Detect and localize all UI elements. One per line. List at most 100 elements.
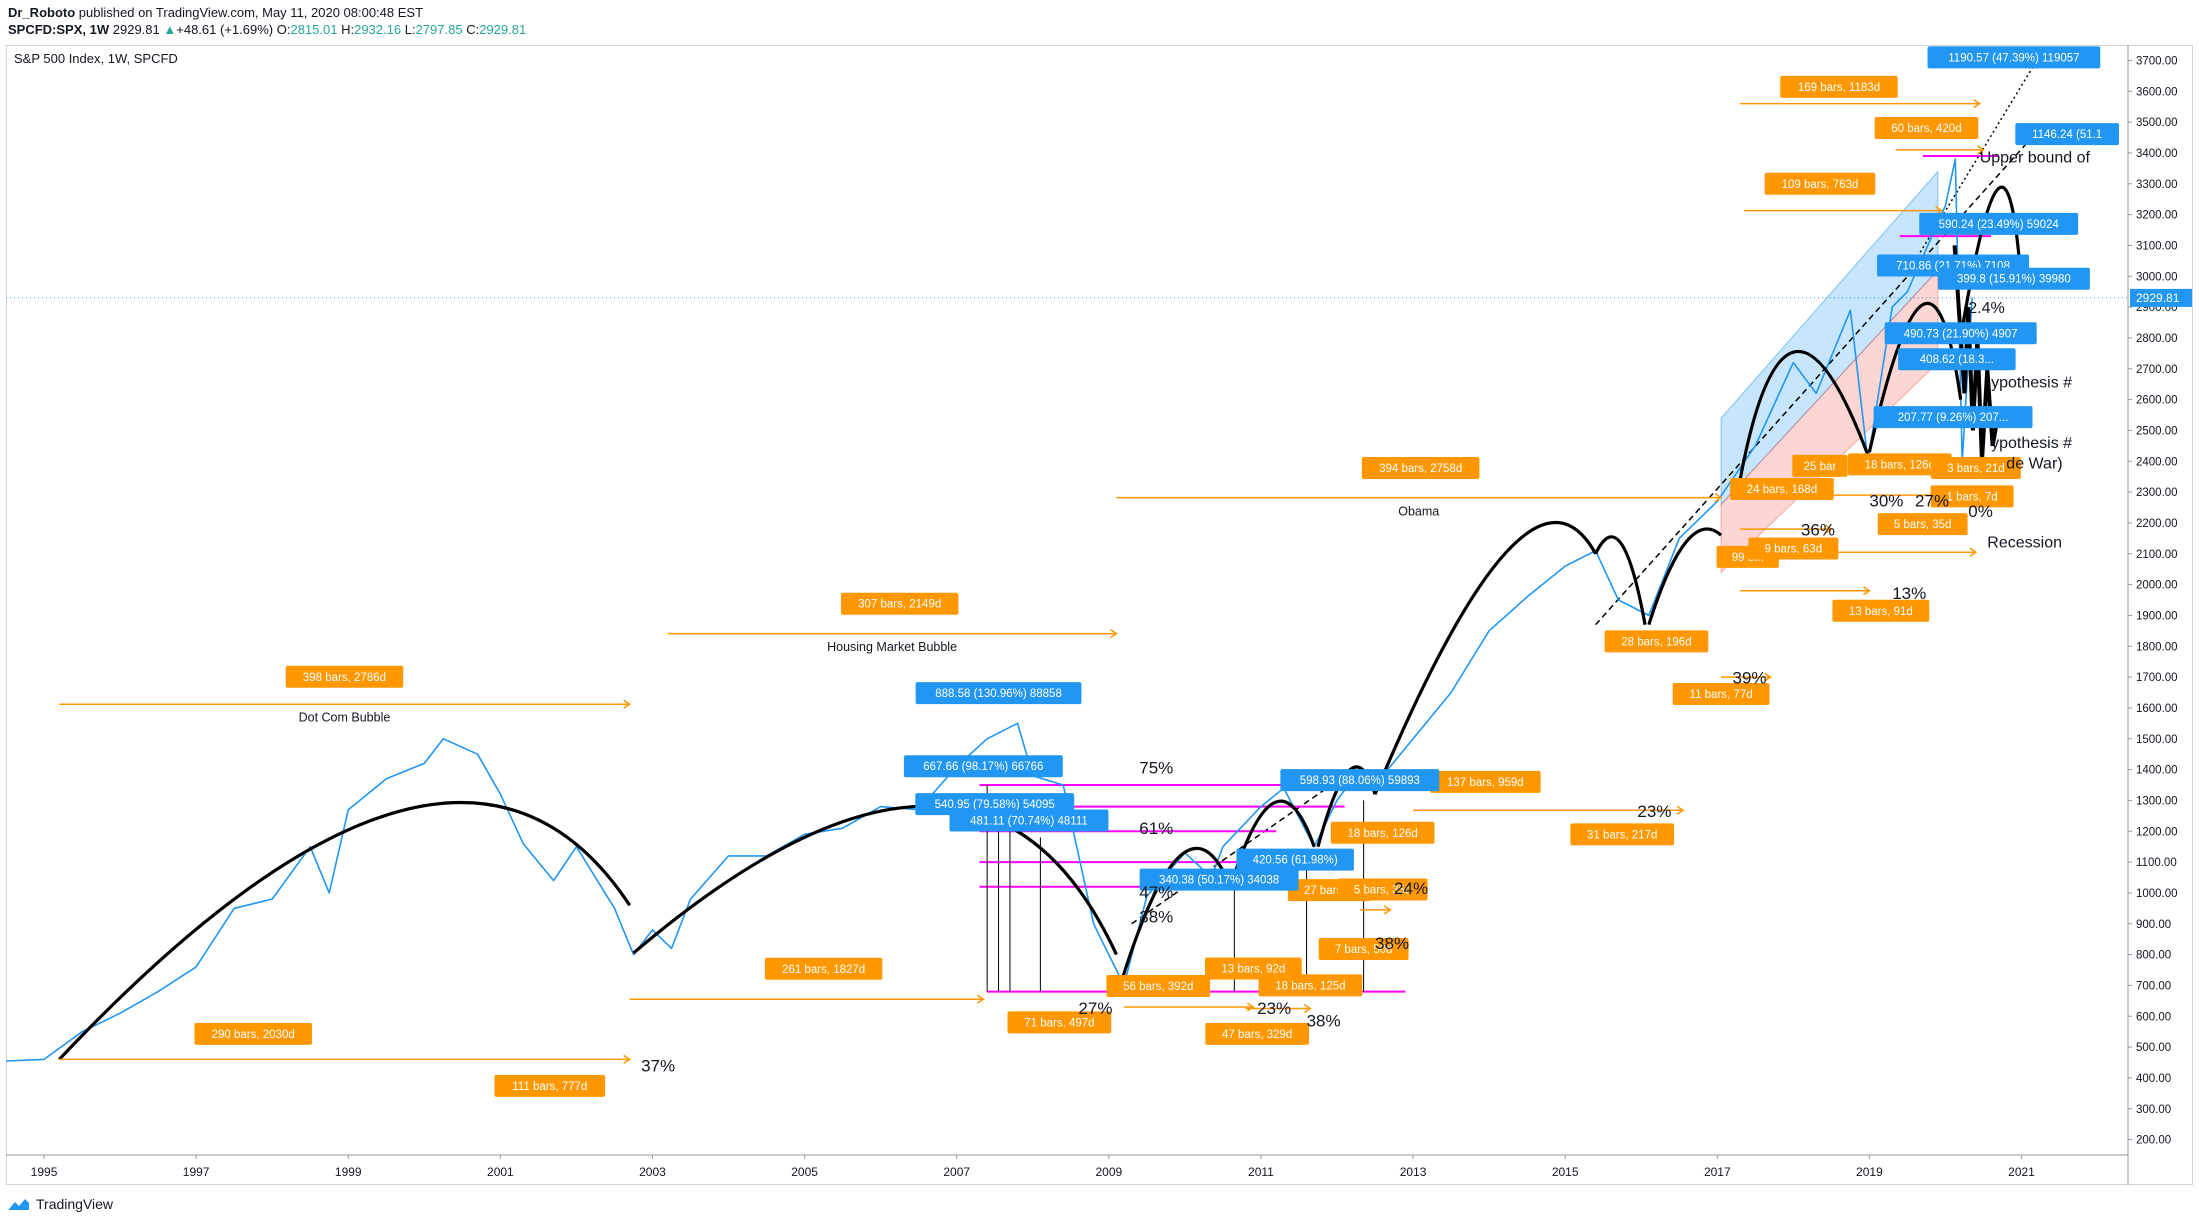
time-tick-label: 2021 <box>2008 1165 2035 1179</box>
orange-measure-arrow <box>667 628 1118 639</box>
price-tick-label: 2000.00 <box>2136 580 2178 592</box>
price-tick-label: 1800.00 <box>2136 641 2178 653</box>
bars-label: 290 bars, 2030d <box>194 1022 312 1045</box>
percent-label: 38% <box>1139 907 1173 926</box>
orange-measure-arrow <box>1359 905 1392 915</box>
percent-label: 75% <box>1139 759 1173 778</box>
price-tick-label: 300.00 <box>2136 1104 2171 1116</box>
price-tick-label: 2400.00 <box>2136 456 2178 468</box>
publish-info: published on TradingView.com, May 11, 20… <box>78 5 424 20</box>
price-tick-label: 1900.00 <box>2136 610 2178 622</box>
price-tick-label: 3200.00 <box>2136 210 2178 222</box>
percent-label: 27% <box>1078 999 1112 1018</box>
price-tick-label: 1500.00 <box>2136 734 2178 746</box>
range-label-text: 420.56 (61.98%) <box>1253 855 1338 867</box>
range-label: 1146.24 (51.1 <box>2015 123 2120 146</box>
chart-area[interactable]: S&P 500 Index, 1W, SPCFD 200.00 300.00 400.… <box>5 45 2193 1185</box>
range-label-text: 207.77 (9.26%) 207... <box>1898 412 2009 424</box>
bars-label-text: 71 bars, 497d <box>1024 1017 1094 1029</box>
cycle-arc <box>1594 535 1647 625</box>
orange-measure-arrow <box>1721 672 1772 682</box>
bars-label-text: 1 bars, 7d <box>1947 491 1998 503</box>
cycle-arc <box>1647 527 1723 626</box>
annotation-text: Recession <box>1987 534 2062 551</box>
price-tick-label: 3600.00 <box>2136 86 2178 98</box>
bars-label: 261 bars, 1827d <box>764 957 883 980</box>
price-tick-label: 2100.00 <box>2136 549 2178 561</box>
ohlc-open: 2815.01 <box>290 22 338 37</box>
range-label-text: 490.73 (21.90%) 4907 <box>1904 328 2018 340</box>
tradingview-logo-icon <box>9 1199 29 1210</box>
orange-measure-arrow <box>1116 493 1723 503</box>
footer: TradingView <box>8 1196 113 1212</box>
sp500-price-line <box>5 158 1973 1062</box>
annotation-text: de War) <box>2006 455 2062 472</box>
bars-label: 60 bars, 420d <box>1874 116 1979 139</box>
ohlc-low-label: L: <box>404 22 416 37</box>
chart-title: S&P 500 Index, 1W, SPCFD <box>14 51 178 66</box>
publish-line: Dr_Roboto published on TradingView.com, … <box>8 4 526 21</box>
bars-label: 11 bars, 77d <box>1672 683 1770 706</box>
bars-label: 18 bars, 126d <box>1330 821 1435 844</box>
time-tick-label: 2007 <box>943 1165 970 1179</box>
price-tick-label: 2800.00 <box>2136 333 2178 345</box>
cycle-arc-dotcom <box>58 800 632 1061</box>
bars-label: 9 bars, 63d <box>1748 537 1839 560</box>
footer-brand[interactable]: TradingView <box>36 1196 114 1212</box>
price-tick-label: 3700.00 <box>2136 55 2178 67</box>
bars-label-text: 31 bars, 217d <box>1587 829 1657 841</box>
trend-line-dashed <box>1131 775 1346 925</box>
price-tick-label: 500.00 <box>2136 1042 2171 1054</box>
price-tick-label: 1000.00 <box>2136 888 2178 900</box>
bars-label: 71 bars, 497d <box>1007 1011 1112 1034</box>
orange-measure-arrow <box>1413 805 1685 815</box>
price-chart[interactable]: S&P 500 Index, 1W, SPCFD 200.00 300.00 400.… <box>5 45 2193 1185</box>
bars-label-text: 18 bars, 126d <box>1347 828 1417 840</box>
price-tick-label: 900.00 <box>2136 919 2171 931</box>
time-tick-label: 2015 <box>1552 1165 1579 1179</box>
time-tick-label: 2009 <box>1095 1165 1122 1179</box>
bars-label: 111 bars, 777d <box>494 1074 606 1097</box>
ohlc-high-label: H: <box>341 22 355 37</box>
percent-label: 27% <box>1915 492 1949 511</box>
author-name[interactable]: Dr_Roboto <box>8 5 76 20</box>
bars-label: 13 bars, 92d <box>1204 957 1302 980</box>
range-label-text: 598.93 (88.06%) 59893 <box>1300 775 1420 787</box>
range-label-text: 540.95 (79.58%) 54095 <box>935 799 1055 811</box>
price-tick-label: 2300.00 <box>2136 487 2178 499</box>
price-tick-label: 2500.00 <box>2136 425 2178 437</box>
percent-label: 39% <box>1733 669 1767 688</box>
orange-measure-arrow <box>59 1054 632 1065</box>
bars-label-text: 5 bars, 35d <box>1894 519 1952 531</box>
annotation-text: ypothesis # <box>1991 374 2072 391</box>
bars-label: 307 bars, 2149d <box>840 592 959 615</box>
orange-measure-arrow <box>1740 98 1982 109</box>
orange-measure-arrow <box>1740 586 1871 596</box>
range-label: 420.56 (61.98%) <box>1236 848 1354 871</box>
bars-label-text: 18 bars, 126d <box>1865 459 1935 471</box>
range-label-text: 1146.24 (51.1 <box>2032 129 2102 141</box>
cycle-arc <box>1118 846 1232 986</box>
range-label: 590.24 (23.49%) 59024 <box>1919 212 2079 235</box>
bars-label-text: 394 bars, 2758d <box>1379 463 1462 475</box>
price-tick-label: 3100.00 <box>2136 240 2178 252</box>
bars-label: 137 bars, 959d <box>1430 770 1541 793</box>
range-label-text: 888.58 (130.96%) 88858 <box>935 688 1062 700</box>
range-label-text: 399.8 (15.91%) 39980 <box>1957 274 2071 286</box>
percent-label: 13% <box>1892 584 1926 603</box>
bars-label-text: 290 bars, 2030d <box>212 1029 295 1041</box>
price-tick-label: 3300.00 <box>2136 179 2178 191</box>
price-tick-label: 800.00 <box>2136 950 2171 962</box>
range-label: 490.73 (21.90%) 4907 <box>1884 322 2037 345</box>
annotation-text: Upper bound of <box>1980 149 2091 166</box>
bars-label: 1 bars, 7d <box>1930 485 2014 508</box>
bars-label-text: 169 bars, 1183d <box>1798 82 1880 94</box>
bars-label-text: 5 bars, 35d <box>1354 885 1412 897</box>
bars-label-text: 3 bars, 21d <box>1947 463 2005 475</box>
range-label: 340.38 (50.17%) 34038 <box>1139 868 1299 891</box>
last-price-marker: 2929.81 <box>2130 288 2192 307</box>
ohlc-open-label: O: <box>276 22 291 37</box>
price-tick-label: 400.00 <box>2136 1073 2171 1085</box>
symbol-name[interactable]: SPCFD:SPX, 1W <box>8 22 110 37</box>
percent-label: 36% <box>1801 520 1835 539</box>
